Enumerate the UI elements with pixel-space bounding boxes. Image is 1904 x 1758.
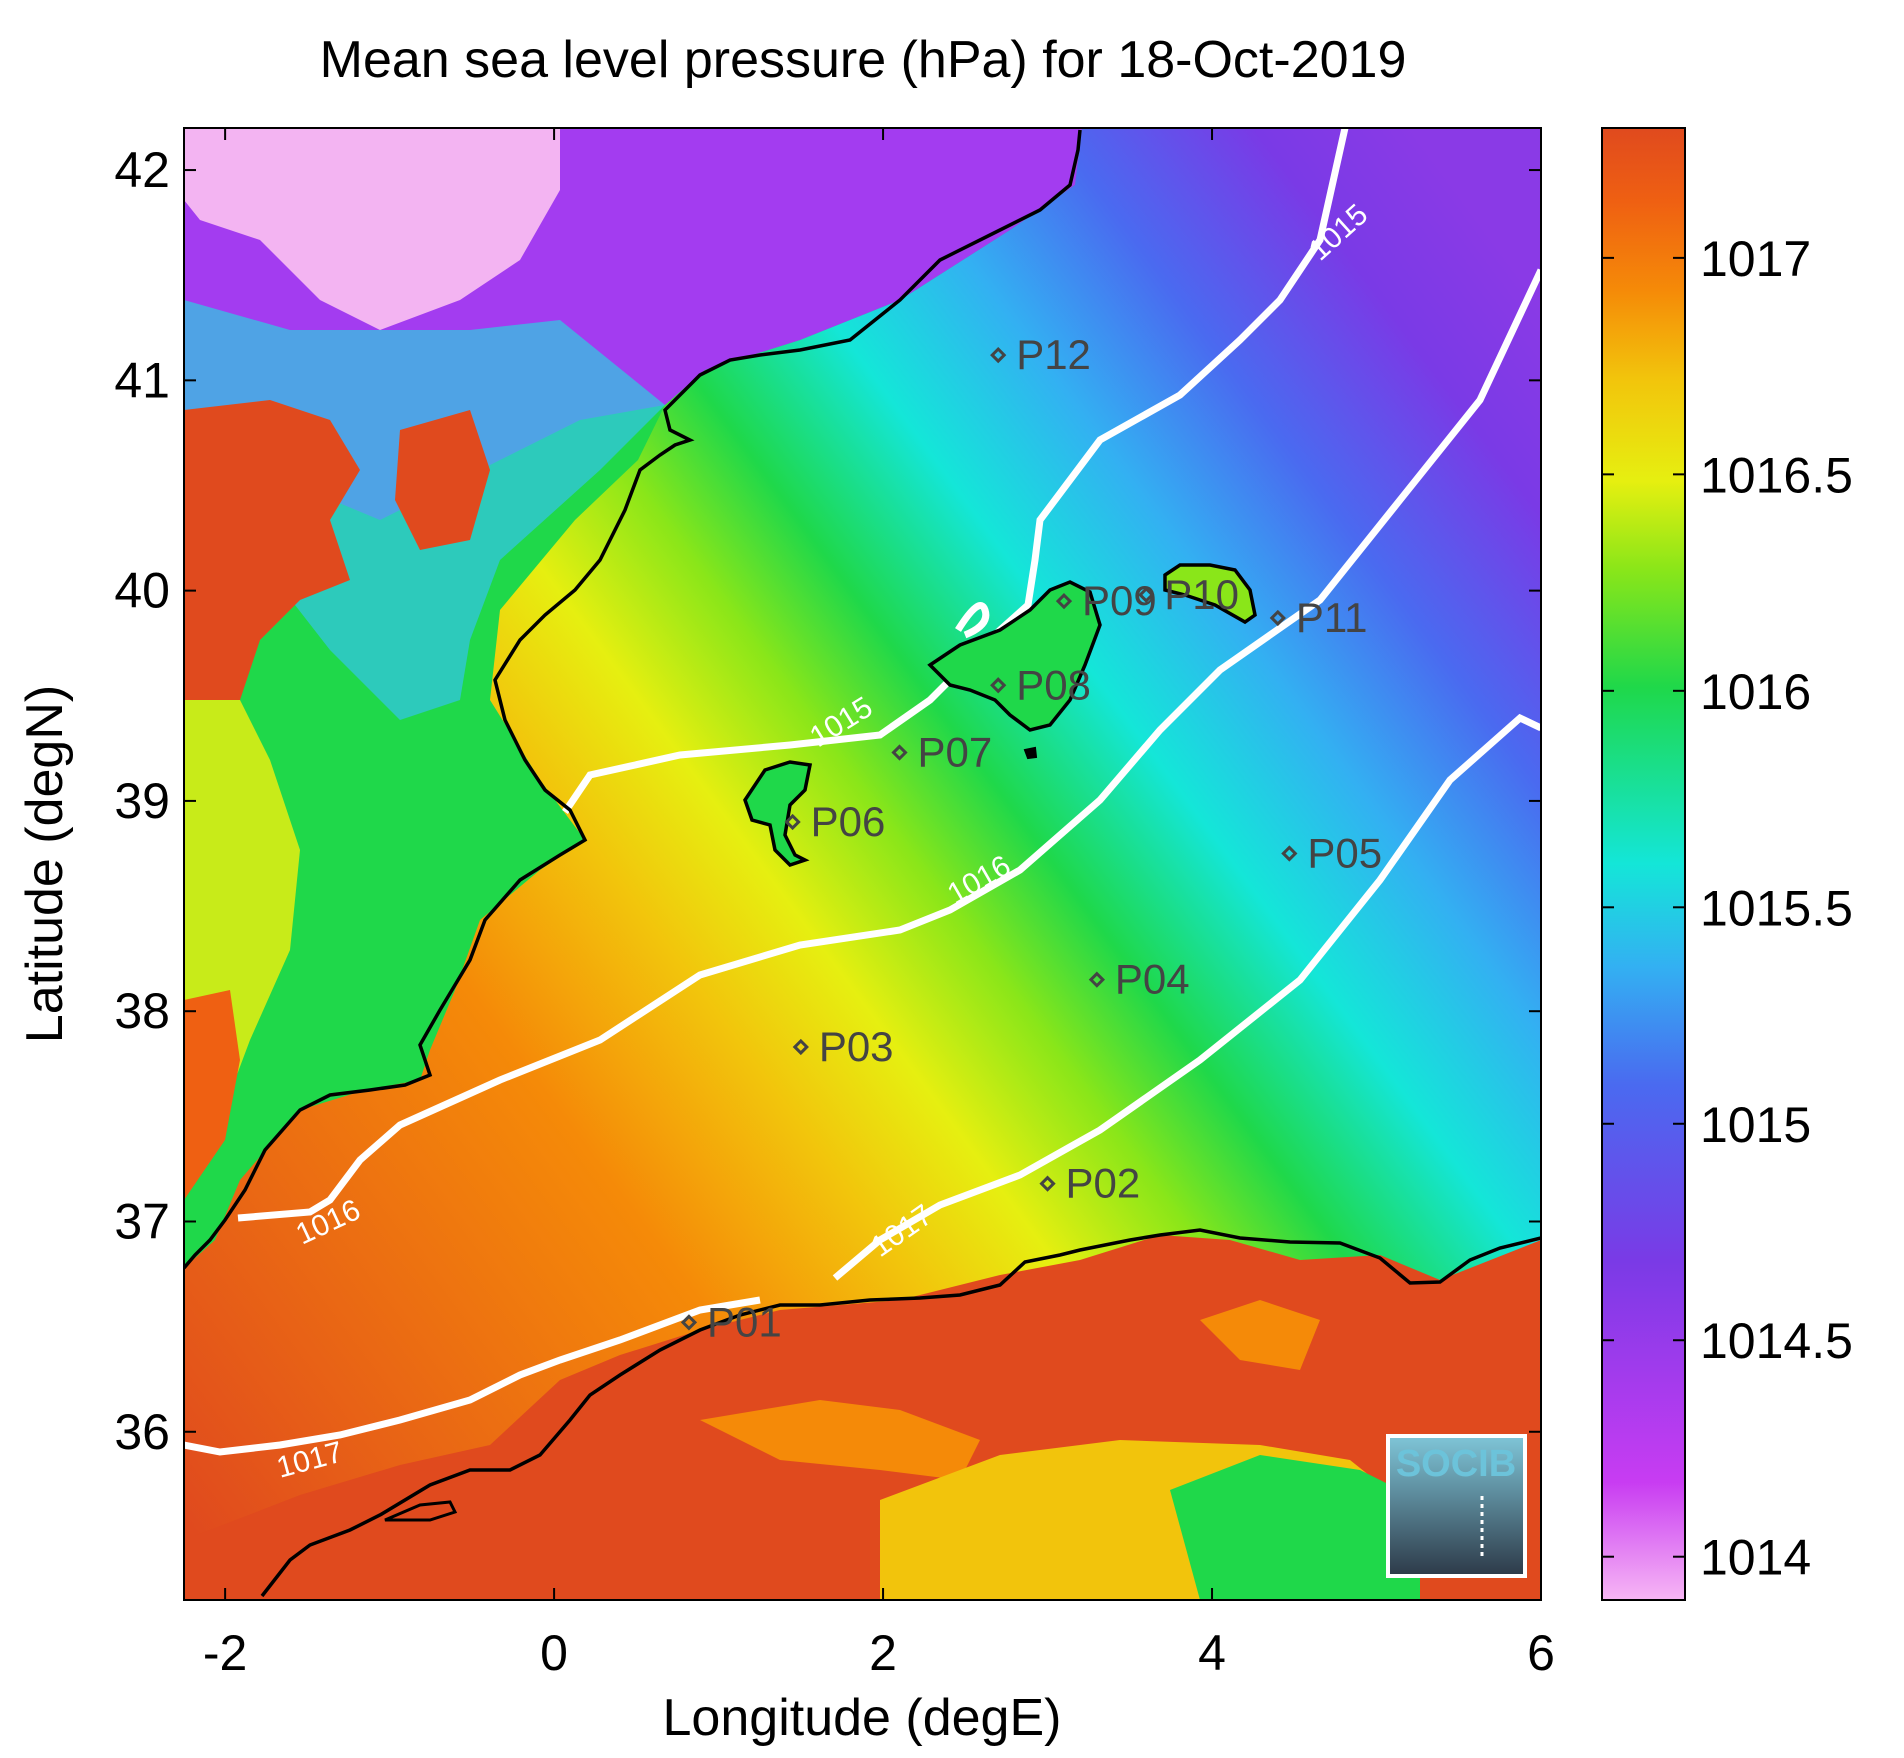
station-label-p12: P12 xyxy=(1016,331,1091,378)
isobar-1015-loop xyxy=(955,602,990,639)
station-label-p03: P03 xyxy=(819,1023,894,1070)
x-axis-title: Longitude (degE) xyxy=(663,1689,1062,1747)
island-ibiza xyxy=(743,760,813,868)
land-africa-orange-patch-2 xyxy=(1200,1300,1320,1370)
land-iberia-pink-high xyxy=(184,128,560,330)
station-marker-p02[interactable] xyxy=(1039,1175,1056,1192)
x-tick-label: 4 xyxy=(1198,1625,1226,1681)
island-cabrera xyxy=(1023,746,1038,760)
isobar-1015-line xyxy=(562,128,1349,814)
y-axis-title: Latitude (degN) xyxy=(16,685,74,1043)
station-marker-p01[interactable] xyxy=(680,1314,698,1331)
station-label-p08: P08 xyxy=(1016,661,1091,708)
colorbar xyxy=(1601,127,1686,1601)
colorbar-tick-label: 1016 xyxy=(1700,664,1811,720)
station-marker-p12[interactable] xyxy=(990,346,1007,364)
station-marker-p06[interactable] xyxy=(784,813,801,831)
station-marker-p09[interactable] xyxy=(1055,593,1073,610)
colorbar-tick-label: 1017 xyxy=(1700,231,1811,287)
station-label-p06: P06 xyxy=(811,798,886,845)
station-label-p05: P05 xyxy=(1307,829,1382,876)
land-iberia-red-interior xyxy=(184,400,360,700)
x-tick-label: -2 xyxy=(203,1625,247,1681)
station-marker-p03[interactable] xyxy=(792,1038,809,1056)
land-iberia-red-block xyxy=(395,410,490,550)
isobar-1016-line xyxy=(237,268,1541,1222)
station-marker-p10[interactable] xyxy=(1138,586,1155,603)
station-label-p11: P11 xyxy=(1296,594,1368,641)
socib-logo: SOCIB xyxy=(1386,1434,1527,1578)
x-tick-label: 2 xyxy=(869,1625,897,1681)
station-marker-p07[interactable] xyxy=(891,744,908,761)
coastline-iberia xyxy=(184,129,1082,1270)
x-tick-label: 0 xyxy=(540,1625,568,1681)
station-marker-p11[interactable] xyxy=(1269,609,1286,627)
socib-logo-text: SOCIB xyxy=(1396,1443,1516,1485)
land-africa-orange-patch xyxy=(700,1400,980,1480)
x-tick-label: 6 xyxy=(1527,1625,1555,1681)
map-area: SOCIB xyxy=(184,128,1541,1600)
y-tick-label: 38 xyxy=(114,983,170,1039)
land-iberia-red-coast xyxy=(184,990,240,1200)
coastline-alboran-island xyxy=(384,1500,458,1522)
station-marker-p05[interactable] xyxy=(1281,845,1298,862)
island-menorca xyxy=(1163,563,1257,625)
y-tick-label: 41 xyxy=(114,352,170,408)
station-label-p04: P04 xyxy=(1115,956,1190,1003)
station-label-p07: P07 xyxy=(918,729,993,776)
island-mallorca xyxy=(927,580,1102,732)
colorbar-tick-label: 1014.5 xyxy=(1700,1313,1853,1369)
station-label-p10: P10 xyxy=(1164,571,1239,618)
colorbar-ticks: 1014 1014.5 1015 1015.5 1016 1016.5 1017 xyxy=(1602,231,1853,1586)
coastline-africa xyxy=(260,1228,1541,1598)
colorbar-tick-label: 1015 xyxy=(1700,1097,1811,1153)
station-marker-p08[interactable] xyxy=(990,677,1007,694)
y-tick-label: 37 xyxy=(114,1193,170,1249)
colorbar-tick-label: 1014 xyxy=(1700,1530,1811,1586)
station-label-p02: P02 xyxy=(1066,1160,1141,1207)
station-marker-p04[interactable] xyxy=(1088,971,1106,988)
plot-frame xyxy=(183,127,1542,1601)
y-tick-label: 40 xyxy=(114,563,170,619)
colorbar-tick-label: 1016.5 xyxy=(1700,447,1853,503)
isobar-1017-line xyxy=(184,713,1541,1456)
station-label-p01: P01 xyxy=(707,1298,782,1345)
y-tick-label: 42 xyxy=(114,142,170,198)
land-africa-green-patch xyxy=(1170,1455,1420,1600)
axes: -2 0 2 4 6 36 37 38 39 40 41 42 xyxy=(114,128,1555,1681)
y-tick-label: 39 xyxy=(114,773,170,829)
y-tick-label: 36 xyxy=(114,1404,170,1460)
colorbar-tick-label: 1015.5 xyxy=(1700,880,1853,936)
chart-title: Mean sea level pressure (hPa) for 18-Oct… xyxy=(320,31,1407,89)
